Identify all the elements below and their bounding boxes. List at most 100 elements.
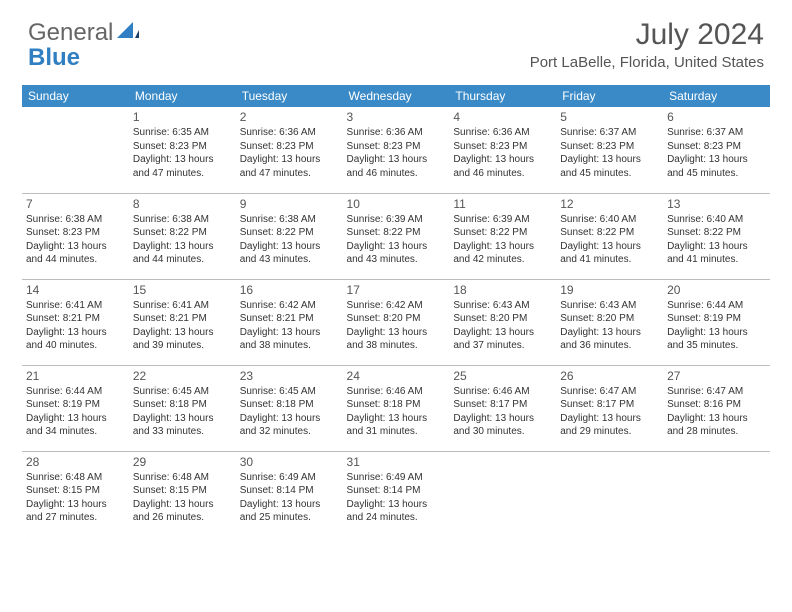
calendar-cell: 27Sunrise: 6:47 AMSunset: 8:16 PMDayligh… [663,365,770,451]
logo-word-1: General [28,20,113,45]
title-block: July 2024 Port LaBelle, Florida, United … [530,18,764,71]
cell-line: and 24 minutes. [347,511,446,525]
cell-line: Sunrise: 6:46 AM [453,385,552,399]
cell-line: Sunset: 8:17 PM [453,398,552,412]
page-title: July 2024 [530,18,764,52]
cell-line: Sunset: 8:20 PM [453,312,552,326]
calendar-cell: 12Sunrise: 6:40 AMSunset: 8:22 PMDayligh… [556,193,663,279]
cell-line: Sunset: 8:22 PM [667,226,766,240]
day-number: 8 [133,196,232,212]
day-number: 21 [26,368,125,384]
day-number: 14 [26,282,125,298]
cell-line: Sunset: 8:15 PM [133,484,232,498]
day-header: Thursday [449,85,556,107]
cell-line: Sunrise: 6:44 AM [26,385,125,399]
cell-line: Sunset: 8:18 PM [347,398,446,412]
day-number: 5 [560,109,659,125]
day-number: 20 [667,282,766,298]
cell-line: and 41 minutes. [560,253,659,267]
day-number: 7 [26,196,125,212]
day-number: 26 [560,368,659,384]
cell-line: and 43 minutes. [240,253,339,267]
cell-line: and 38 minutes. [240,339,339,353]
cell-line: Daylight: 13 hours [453,326,552,340]
day-number: 24 [347,368,446,384]
logo-sail-icon [117,20,139,45]
calendar-cell: 16Sunrise: 6:42 AMSunset: 8:21 PMDayligh… [236,279,343,365]
cell-line: Sunset: 8:20 PM [347,312,446,326]
cell-line: Sunrise: 6:43 AM [453,299,552,313]
cell-line: Daylight: 13 hours [347,326,446,340]
cell-line: and 33 minutes. [133,425,232,439]
day-header: Saturday [663,85,770,107]
cell-line: and 44 minutes. [133,253,232,267]
cell-line: Sunset: 8:21 PM [26,312,125,326]
day-number: 30 [240,454,339,470]
cell-line: and 45 minutes. [667,167,766,181]
cell-line: Daylight: 13 hours [133,326,232,340]
page-header: General Blue July 2024 Port LaBelle, Flo… [0,0,792,77]
day-number: 22 [133,368,232,384]
cell-line: Sunset: 8:18 PM [133,398,232,412]
logo-word-2: Blue [28,45,139,70]
calendar-cell [556,451,663,537]
cell-line: Sunrise: 6:36 AM [453,126,552,140]
cell-line: and 28 minutes. [667,425,766,439]
cell-line: and 35 minutes. [667,339,766,353]
calendar-cell: 11Sunrise: 6:39 AMSunset: 8:22 PMDayligh… [449,193,556,279]
day-number: 4 [453,109,552,125]
calendar-cell: 24Sunrise: 6:46 AMSunset: 8:18 PMDayligh… [343,365,450,451]
day-number: 1 [133,109,232,125]
day-number: 3 [347,109,446,125]
cell-line: and 46 minutes. [453,167,552,181]
cell-line: Sunrise: 6:48 AM [26,471,125,485]
cell-line: Sunrise: 6:49 AM [347,471,446,485]
cell-line: Daylight: 13 hours [667,412,766,426]
cell-line: Sunrise: 6:48 AM [133,471,232,485]
cell-line: Daylight: 13 hours [240,498,339,512]
day-number: 23 [240,368,339,384]
cell-line: Sunrise: 6:47 AM [560,385,659,399]
cell-line: Sunrise: 6:44 AM [667,299,766,313]
calendar-cell: 2Sunrise: 6:36 AMSunset: 8:23 PMDaylight… [236,107,343,193]
day-number: 28 [26,454,125,470]
cell-line: Sunset: 8:23 PM [453,140,552,154]
cell-line: and 43 minutes. [347,253,446,267]
calendar-cell: 31Sunrise: 6:49 AMSunset: 8:14 PMDayligh… [343,451,450,537]
cell-line: Sunrise: 6:42 AM [240,299,339,313]
calendar-cell: 6Sunrise: 6:37 AMSunset: 8:23 PMDaylight… [663,107,770,193]
cell-line: Daylight: 13 hours [26,326,125,340]
cell-line: Sunrise: 6:41 AM [26,299,125,313]
day-number: 27 [667,368,766,384]
day-number: 9 [240,196,339,212]
calendar-cell: 30Sunrise: 6:49 AMSunset: 8:14 PMDayligh… [236,451,343,537]
cell-line: Daylight: 13 hours [347,240,446,254]
day-number: 16 [240,282,339,298]
calendar-week-row: 21Sunrise: 6:44 AMSunset: 8:19 PMDayligh… [22,365,770,451]
calendar-cell: 10Sunrise: 6:39 AMSunset: 8:22 PMDayligh… [343,193,450,279]
cell-line: Daylight: 13 hours [26,412,125,426]
cell-line: Sunrise: 6:45 AM [133,385,232,399]
cell-line: Sunset: 8:19 PM [26,398,125,412]
calendar-cell: 3Sunrise: 6:36 AMSunset: 8:23 PMDaylight… [343,107,450,193]
cell-line: and 47 minutes. [240,167,339,181]
calendar-cell: 23Sunrise: 6:45 AMSunset: 8:18 PMDayligh… [236,365,343,451]
cell-line: and 41 minutes. [667,253,766,267]
cell-line: Sunrise: 6:35 AM [133,126,232,140]
cell-line: Sunset: 8:23 PM [133,140,232,154]
cell-line: Daylight: 13 hours [347,153,446,167]
calendar-week-row: 28Sunrise: 6:48 AMSunset: 8:15 PMDayligh… [22,451,770,537]
cell-line: and 25 minutes. [240,511,339,525]
day-number: 18 [453,282,552,298]
calendar-cell [22,107,129,193]
day-number: 31 [347,454,446,470]
calendar-cell: 22Sunrise: 6:45 AMSunset: 8:18 PMDayligh… [129,365,236,451]
day-header: Monday [129,85,236,107]
calendar-cell: 26Sunrise: 6:47 AMSunset: 8:17 PMDayligh… [556,365,663,451]
cell-line: Sunrise: 6:41 AM [133,299,232,313]
calendar-cell [449,451,556,537]
cell-line: Sunset: 8:21 PM [133,312,232,326]
cell-line: Daylight: 13 hours [347,412,446,426]
calendar-cell: 14Sunrise: 6:41 AMSunset: 8:21 PMDayligh… [22,279,129,365]
cell-line: and 39 minutes. [133,339,232,353]
